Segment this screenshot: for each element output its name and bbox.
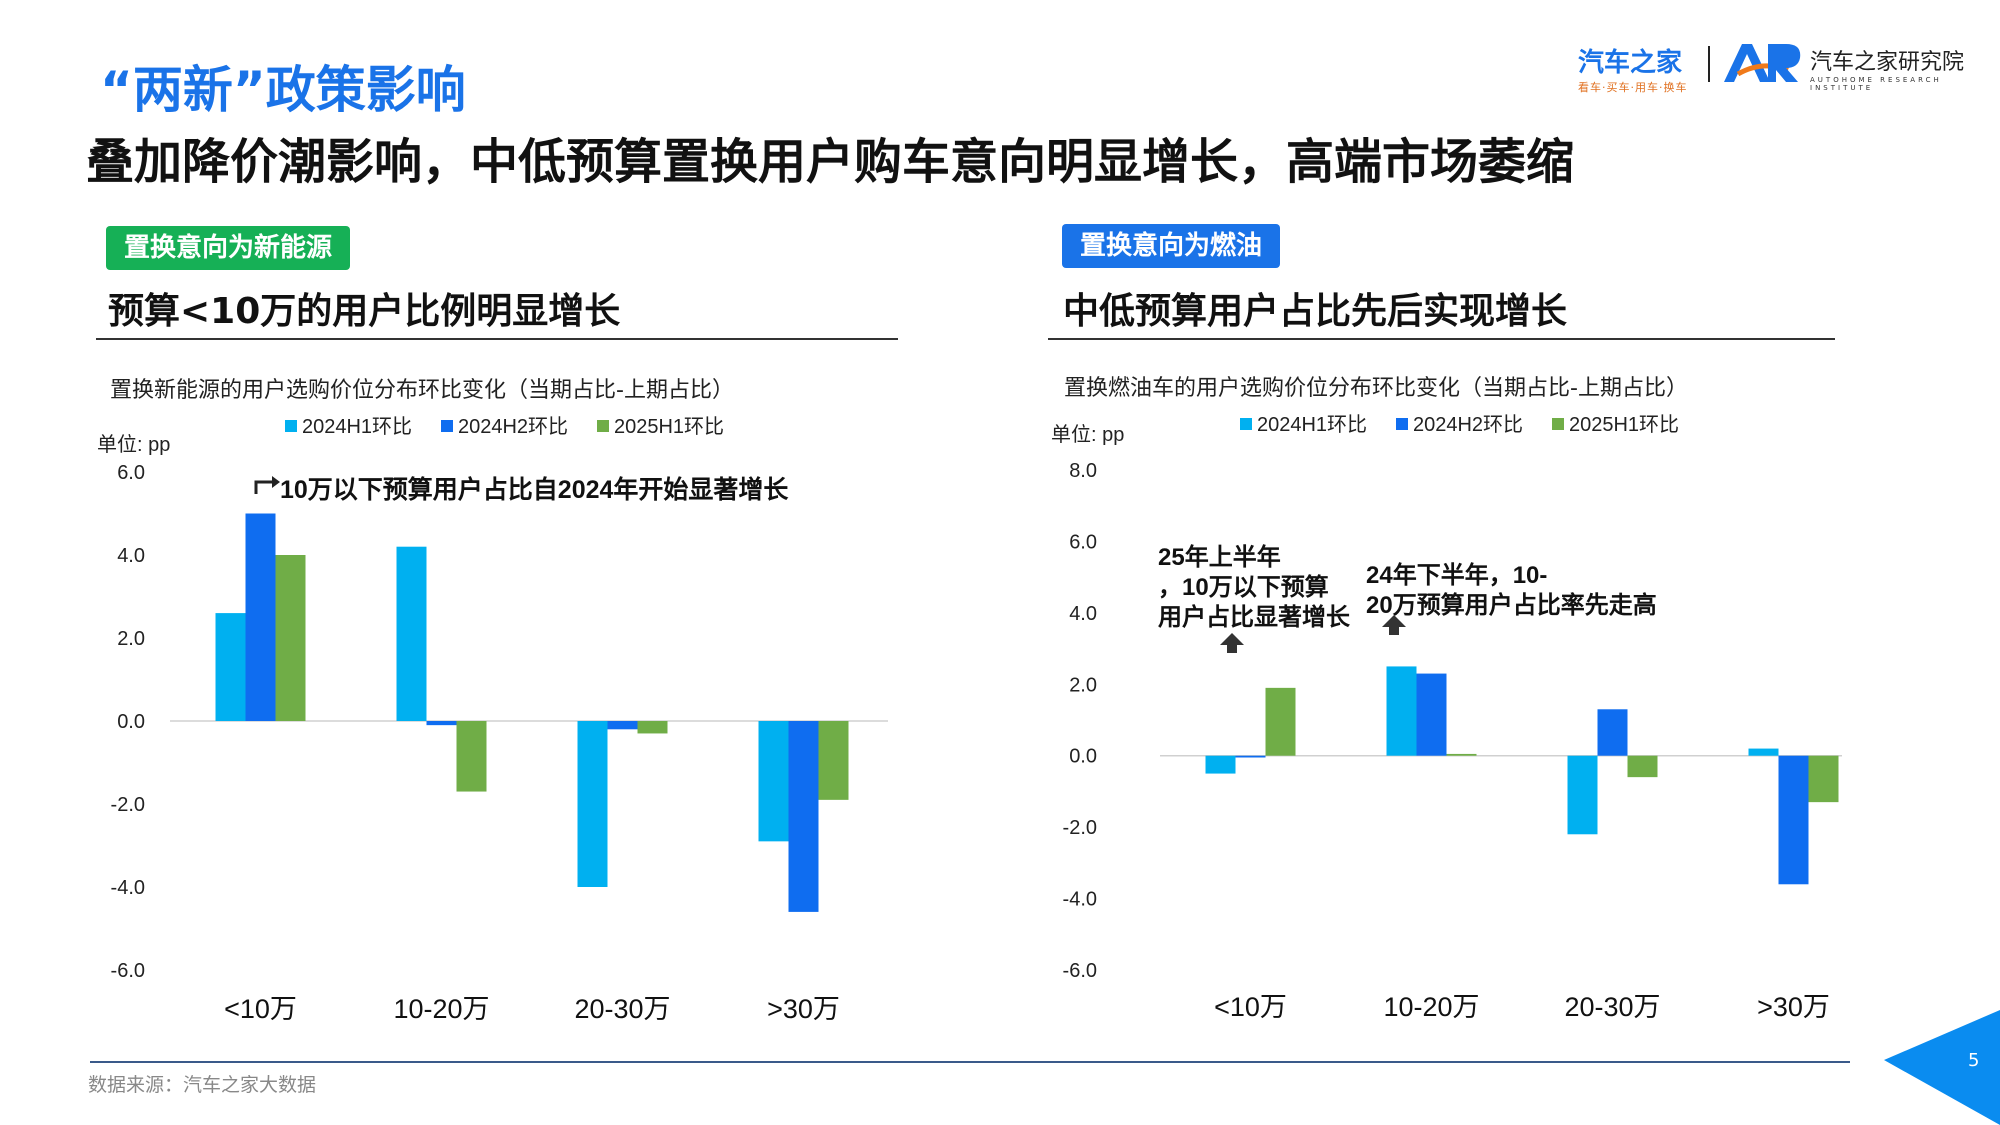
annotation-text: 20万预算用户占比率先走高 bbox=[1366, 591, 1657, 619]
y-tick-label: 6.0 bbox=[1069, 531, 1097, 553]
legend-label: 2024H1环比 bbox=[302, 415, 412, 438]
brand-name: 汽车之家 bbox=[1578, 48, 1683, 78]
bar bbox=[1235, 755, 1266, 758]
x-category-label: 20-30万 bbox=[574, 994, 670, 1024]
y-tick-label: -6.0 bbox=[111, 960, 145, 982]
page-corner-triangle bbox=[1884, 1010, 2000, 1125]
unit-label: 单位: pp bbox=[1051, 423, 1124, 446]
y-tick-label: 8.0 bbox=[1069, 460, 1097, 482]
bar bbox=[1808, 755, 1839, 803]
bar bbox=[1597, 709, 1628, 756]
bar bbox=[1748, 748, 1779, 756]
annotation-text: 用户占比显著增长 bbox=[1158, 603, 1351, 631]
legend-swatch bbox=[1552, 418, 1564, 430]
x-category-label: >30万 bbox=[767, 994, 840, 1024]
bar bbox=[396, 546, 427, 721]
right-panel-heading: 中低预算用户占比先后实现增长 bbox=[1063, 291, 1568, 332]
right-chart-title: 置换燃油车的用户选购价位分布环比变化（当期占比-上期占比） bbox=[1064, 376, 1688, 401]
footer-rule bbox=[90, 1061, 1850, 1063]
y-tick-label: 2.0 bbox=[117, 628, 145, 650]
autohome-logo: 汽车之家 看车·买车·用车·换车 bbox=[1578, 42, 1688, 95]
legend-label: 2024H2环比 bbox=[458, 415, 568, 438]
y-tick-label: 2.0 bbox=[1069, 674, 1097, 696]
bar bbox=[577, 721, 608, 887]
bar bbox=[1265, 687, 1296, 756]
x-category-label: 20-30万 bbox=[1564, 992, 1660, 1022]
bar bbox=[818, 721, 849, 800]
slide-title: “两新”政策影响 bbox=[100, 61, 466, 119]
right-heading-rule bbox=[1048, 338, 1835, 340]
left-panel-heading: 预算<10万的用户比例明显增长 bbox=[108, 291, 621, 332]
y-tick-label: 0.0 bbox=[117, 711, 145, 733]
annotation-arrowhead bbox=[1220, 633, 1244, 645]
annotation-arrowhead bbox=[272, 476, 280, 488]
x-category-label: <10万 bbox=[224, 994, 297, 1024]
y-tick-label: 4.0 bbox=[117, 545, 145, 567]
bar bbox=[758, 721, 789, 842]
x-category-label: >30万 bbox=[1757, 992, 1830, 1022]
bar bbox=[245, 513, 276, 721]
bar bbox=[1416, 673, 1447, 756]
institute-name: 汽车之家研究院 bbox=[1810, 50, 1965, 75]
y-tick-label: -6.0 bbox=[1063, 960, 1097, 982]
annotation-text: 25年上半年 bbox=[1158, 543, 1281, 571]
ar-logo-icon bbox=[1722, 40, 1806, 90]
annotation-arrowhead bbox=[1382, 615, 1406, 627]
y-tick-label: 6.0 bbox=[117, 462, 145, 484]
y-tick-label: -4.0 bbox=[111, 877, 145, 899]
bar bbox=[426, 721, 457, 726]
institute-name-en: AUTOHOME RESEARCH INSTITUTE bbox=[1810, 76, 1942, 92]
annotation-text: ，10万以下预算 bbox=[1158, 573, 1329, 601]
tag-new-energy: 置换意向为新能源 bbox=[106, 226, 351, 270]
annotation-arrow bbox=[1227, 645, 1237, 653]
legend-label: 2024H1环比 bbox=[1257, 413, 1367, 436]
y-tick-label: -2.0 bbox=[1063, 817, 1097, 839]
legend-swatch bbox=[1396, 418, 1408, 430]
bar bbox=[607, 721, 638, 730]
bar bbox=[275, 555, 306, 721]
left-chart-title: 置换新能源的用户选购价位分布环比变化（当期占比-上期占比） bbox=[110, 378, 734, 403]
bar bbox=[456, 721, 487, 792]
bar bbox=[788, 721, 819, 912]
y-tick-label: -2.0 bbox=[111, 794, 145, 816]
tag-fuel: 置换意向为燃油 bbox=[1062, 224, 1281, 268]
legend-label: 2025H1环比 bbox=[1569, 413, 1679, 436]
logo-divider bbox=[1708, 46, 1710, 82]
page-number: 5 bbox=[1968, 1050, 1980, 1071]
legend-swatch bbox=[1240, 418, 1252, 430]
bar bbox=[1446, 753, 1477, 756]
bar bbox=[1205, 755, 1236, 774]
legend-swatch bbox=[285, 420, 297, 432]
bar bbox=[1567, 755, 1598, 835]
annotation-text: 24年下半年，10- bbox=[1366, 561, 1547, 589]
bar bbox=[215, 613, 246, 721]
legend-swatch bbox=[597, 420, 609, 432]
y-tick-label: -4.0 bbox=[1063, 889, 1097, 911]
legend-swatch bbox=[441, 420, 453, 432]
left-bar-chart: 单位: pp 2024H1环比 2024H2环比 2025H1环比 6.0 4.0 2.0 0… bbox=[97, 415, 888, 1024]
institute-logo: 汽车之家研究院 AUTOHOME RESEARCH INSTITUTE bbox=[1810, 44, 2000, 92]
unit-label: 单位: pp bbox=[97, 433, 170, 456]
bar bbox=[1627, 755, 1658, 778]
annotation-arrow bbox=[254, 480, 272, 494]
data-source: 数据来源：汽车之家大数据 bbox=[88, 1074, 317, 1096]
right-bar-chart: 单位: pp 2024H1环比 2024H2环比 2025H1环比 8.0 6.0 4.0 2… bbox=[1051, 413, 1842, 1022]
brand-tagline: 看车·买车·用车·换车 bbox=[1578, 81, 1688, 94]
slide-subtitle: 叠加降价潮影响，中低预算置换用户购车意向明显增长，高端市场萎缩 bbox=[86, 134, 1575, 190]
y-tick-label: 0.0 bbox=[1069, 746, 1097, 768]
bar bbox=[1386, 666, 1417, 756]
x-category-label: <10万 bbox=[1214, 992, 1287, 1022]
x-category-label: 10-20万 bbox=[1383, 992, 1479, 1022]
legend-label: 2025H1环比 bbox=[614, 415, 724, 438]
annotation-arrow bbox=[1389, 627, 1399, 635]
y-tick-label: 4.0 bbox=[1069, 603, 1097, 625]
x-category-label: 10-20万 bbox=[393, 994, 489, 1024]
left-heading-rule bbox=[96, 338, 898, 340]
bar bbox=[1778, 755, 1809, 885]
bar bbox=[637, 721, 668, 734]
legend-label: 2024H2环比 bbox=[1413, 413, 1523, 436]
annotation-text: 10万以下预算用户占比自2024年开始显著增长 bbox=[280, 475, 789, 504]
